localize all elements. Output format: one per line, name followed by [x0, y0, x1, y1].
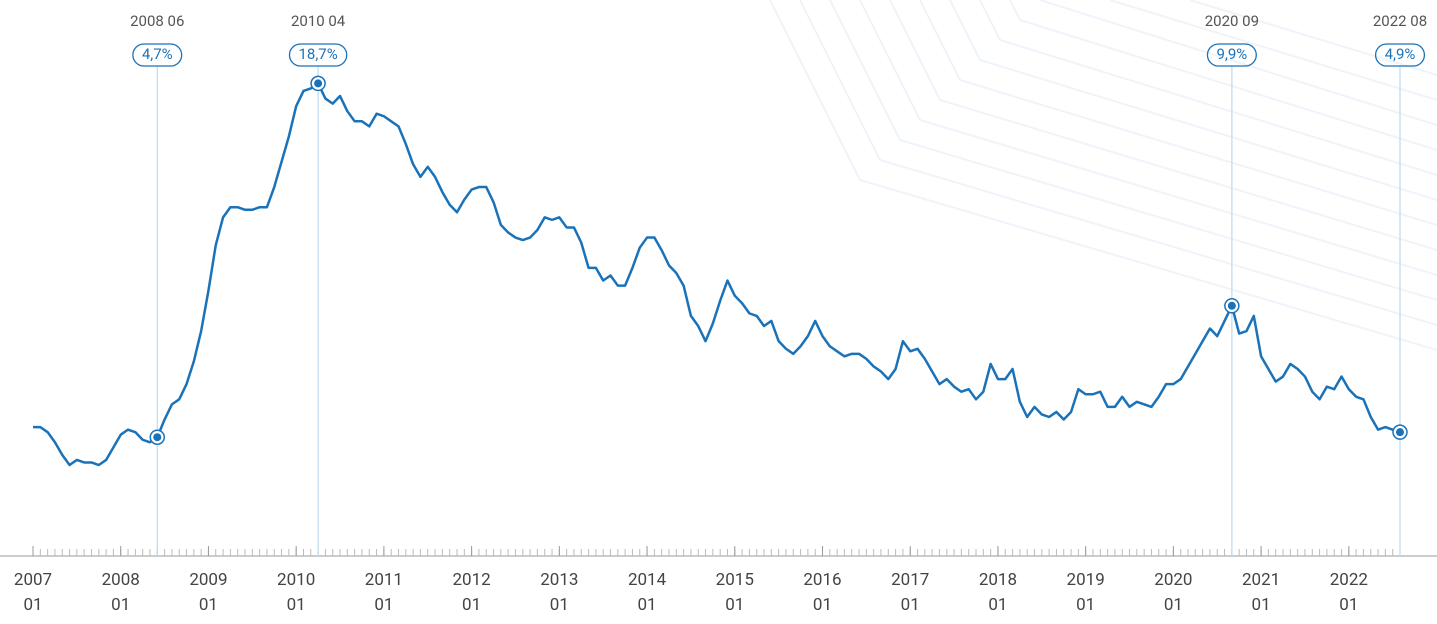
- annotation-label: 9,9%: [1216, 45, 1247, 63]
- x-tick-label: 2007 01: [13, 570, 53, 615]
- x-tick-label: 2008 01: [101, 570, 140, 615]
- annotation-pill: [1206, 43, 1257, 67]
- x-tick-label: 2010 01: [277, 570, 316, 615]
- point: [314, 79, 323, 88]
- annotation-pill: [1374, 43, 1426, 67]
- x-tick-label: 2020 01: [1154, 570, 1193, 615]
- x-tick-label: 2015 01: [715, 570, 754, 615]
- x-tick-label: 2012 01: [452, 570, 491, 615]
- x-tick-label: 2013 01: [540, 570, 579, 615]
- annotation-pill: [288, 43, 348, 67]
- x-tick-label: 2017 01: [891, 570, 930, 615]
- x-tick-label: 2009 01: [189, 570, 228, 615]
- line: [33, 82, 1401, 467]
- annotation-date: 2010 04: [291, 12, 346, 30]
- x-tick-label: 2018 01: [978, 570, 1018, 615]
- annotation-label: 4,7%: [142, 45, 173, 63]
- x-tick-label: 2022 01: [1329, 570, 1368, 615]
- annotation-date: 2020 09: [1205, 12, 1259, 30]
- point: [153, 433, 162, 442]
- annotation-date: 2022 08: [1373, 12, 1427, 30]
- point: [1396, 428, 1404, 437]
- annotation-pill: [132, 43, 183, 67]
- x-tick-label: 2014 01: [627, 570, 667, 615]
- annotation-label: 18,7%: [298, 45, 337, 63]
- annotation-label: 4,9%: [1385, 45, 1416, 63]
- point: [1227, 301, 1236, 310]
- x-tick-label: 2019 01: [1066, 570, 1105, 615]
- x-tick-label: 2011 01: [364, 570, 403, 615]
- background-pattern: [769, 0, 1437, 351]
- annotation-date: 2008 06: [130, 12, 184, 30]
- x-tick-label: 2021 01: [1241, 570, 1281, 615]
- x-tick-label: 2016 01: [803, 570, 842, 615]
